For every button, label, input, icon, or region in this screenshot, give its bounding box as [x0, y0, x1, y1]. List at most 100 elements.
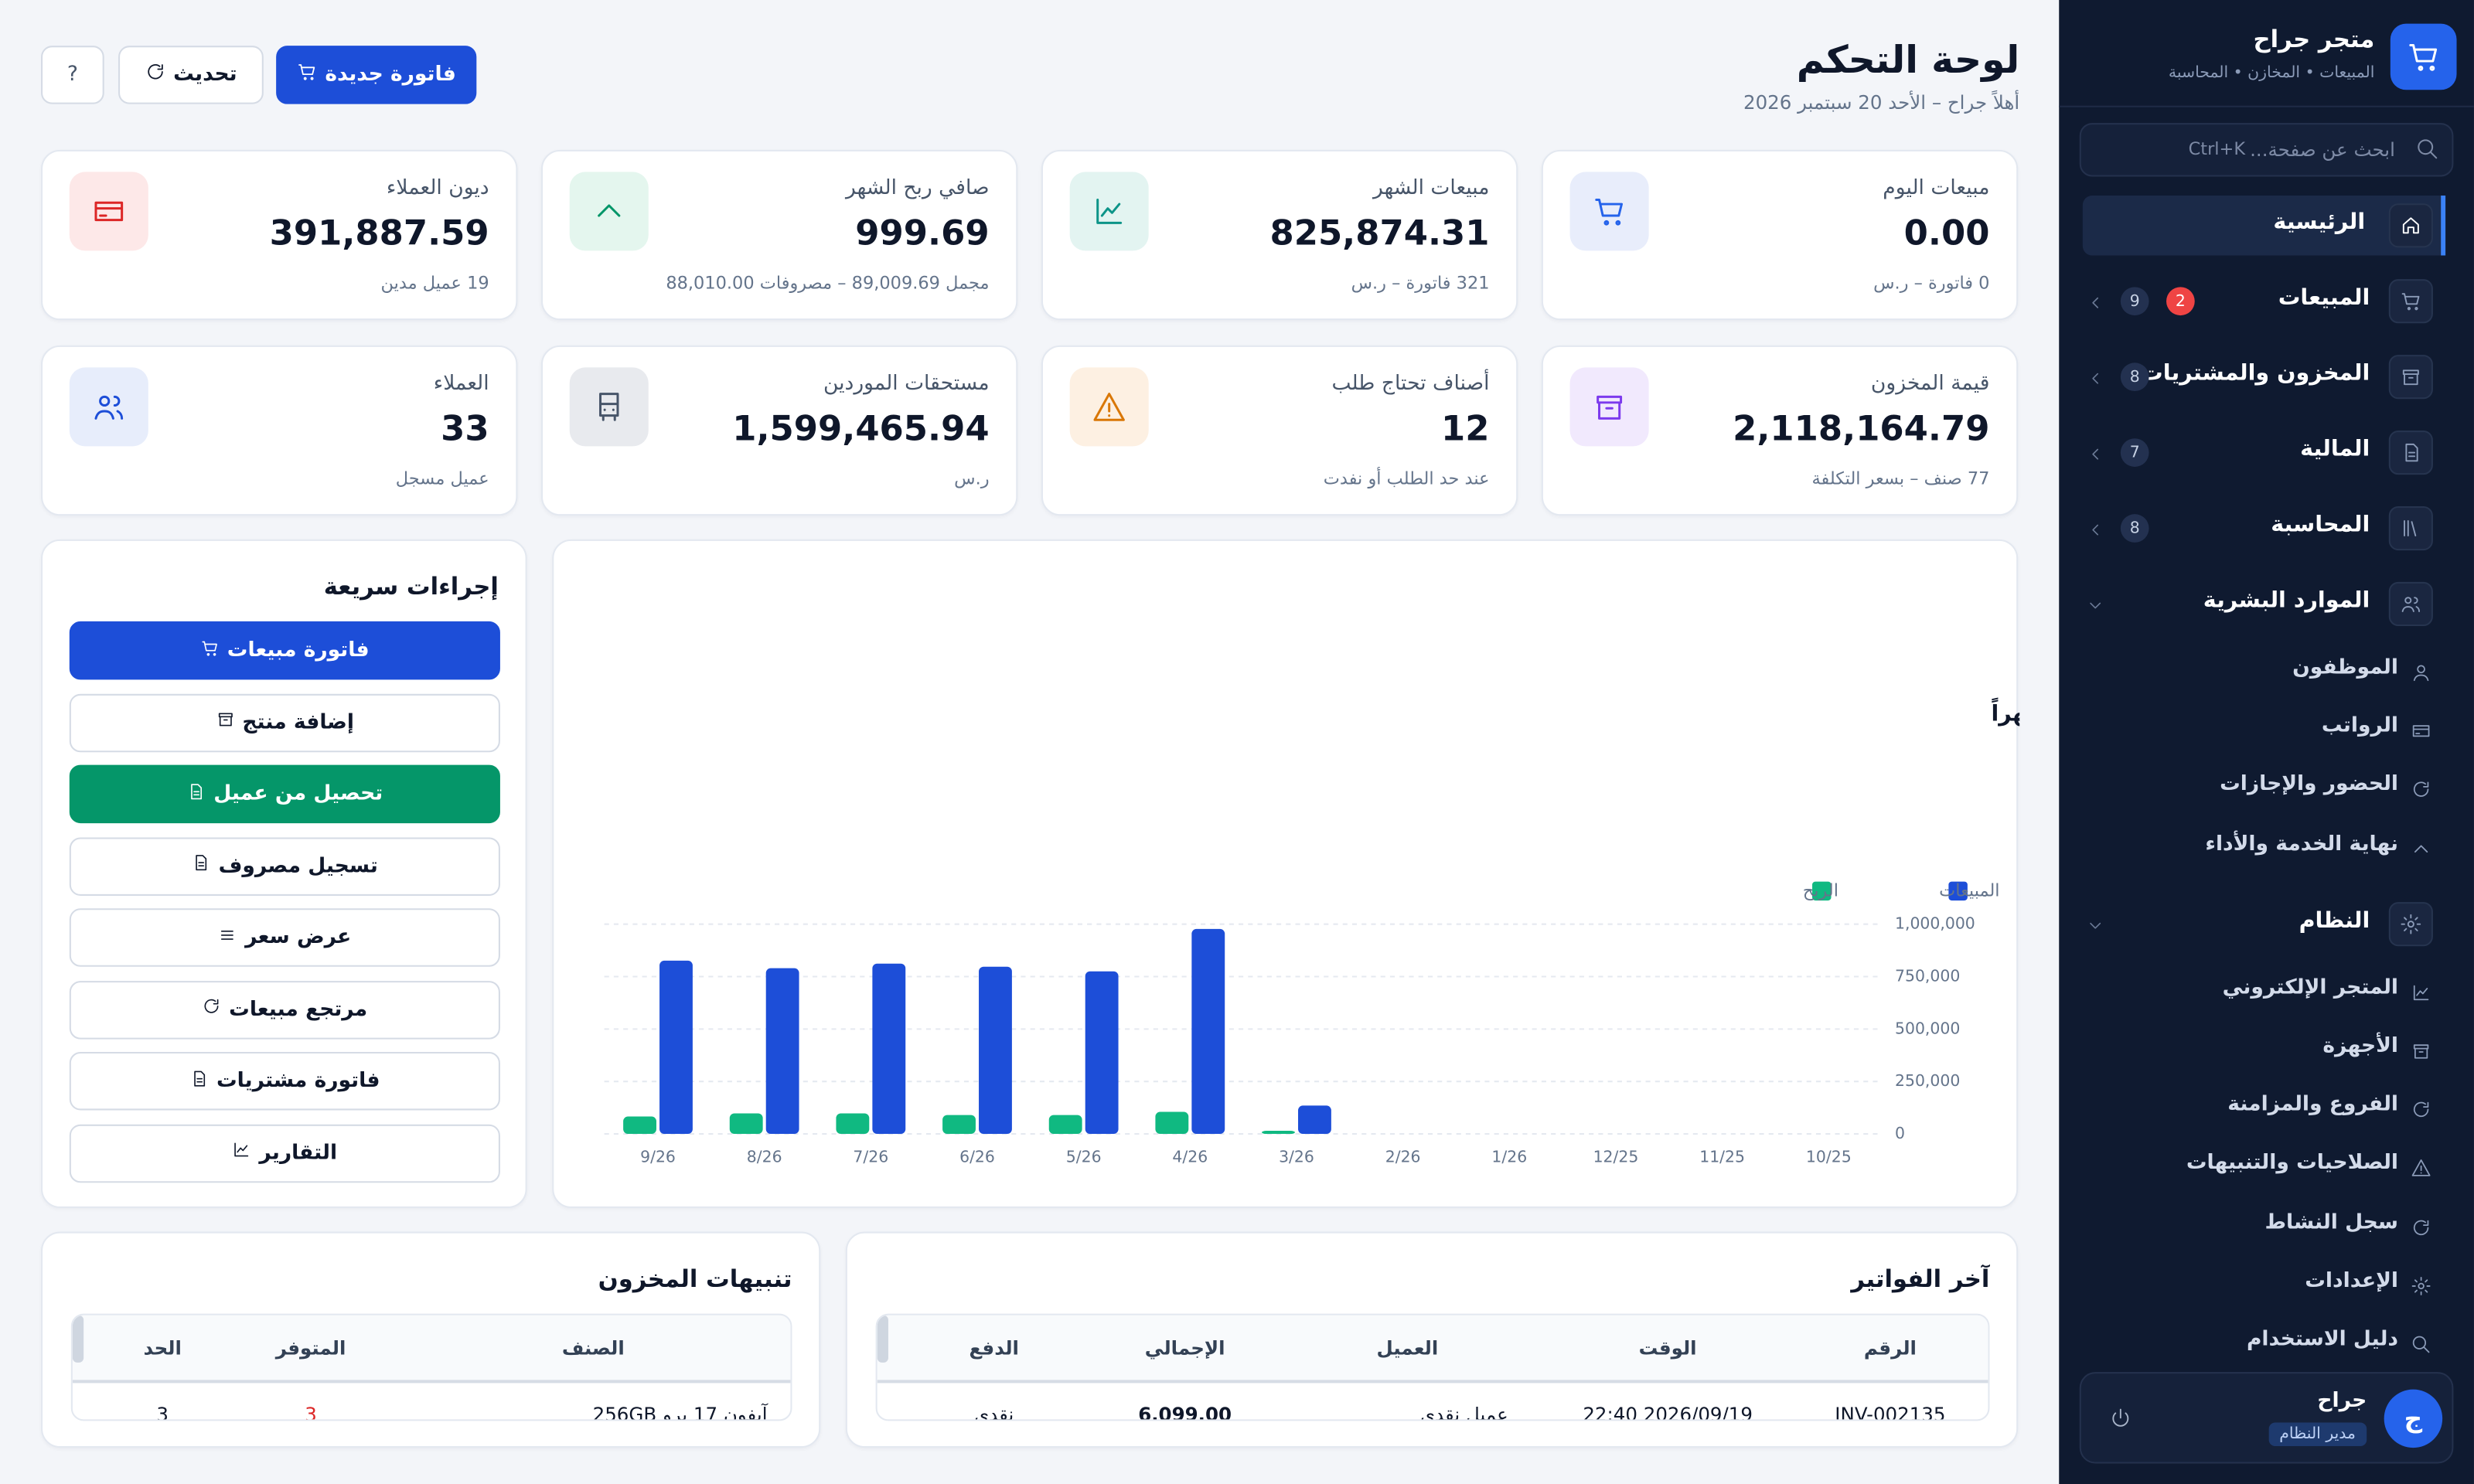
- quick-action-button[interactable]: مرتجع مبيعات: [69, 980, 500, 1039]
- table-cell: عميل نقدي: [1419, 1403, 1508, 1421]
- icon-part: [234, 1142, 249, 1157]
- nav-subitem[interactable]: الأجهزة: [2083, 1025, 2445, 1072]
- table: الصنف المتوفر الحد آيفون 17 برو 256GB 3 3: [70, 1313, 792, 1421]
- table-cell: 6,099.00: [1138, 1403, 1232, 1421]
- nav-subitem[interactable]: الموظفون: [2083, 647, 2445, 694]
- icon-part: [94, 201, 124, 222]
- icon-part: [2414, 844, 2428, 853]
- nav-subitem[interactable]: نهاية الخدمة والأداء: [2083, 822, 2445, 870]
- nav-count: 8: [2120, 362, 2149, 392]
- quick-action-button[interactable]: عرض سعر: [69, 908, 500, 967]
- icon-part: [599, 393, 619, 421]
- nav-item[interactable]: الموارد البشرية: [2083, 574, 2445, 635]
- quick-action-button[interactable]: فاتورة مبيعات: [69, 621, 500, 680]
- x-tick-label: 10/25: [1806, 1148, 1852, 1166]
- icon-part: [2413, 665, 2429, 682]
- nav-item[interactable]: المخزون والمشتريات 8: [2083, 347, 2445, 407]
- stat-card: مبيعات اليوم 0.00 0 فاتورة – ر.س: [1541, 149, 2019, 321]
- button-label: مرتجع مبيعات: [229, 997, 368, 1022]
- search-box[interactable]: ابحث عن صفحة... Ctrl+K: [2079, 123, 2454, 177]
- quick-action-button[interactable]: التقارير: [69, 1123, 500, 1183]
- help-button[interactable]: ?: [41, 46, 104, 104]
- subitem-label: الموظفون: [2292, 655, 2399, 680]
- nav-item[interactable]: المحاسبة 8: [2083, 499, 2445, 559]
- stat-label: العملاء: [433, 372, 489, 397]
- quick-action-button[interactable]: تسجيل مصروف: [69, 836, 500, 895]
- quick-action-button[interactable]: إضافة منتج: [69, 693, 500, 752]
- stat-sub: 0 فاتورة – ر.س: [1873, 272, 1990, 294]
- icon-part: [2412, 725, 2430, 737]
- nav-item[interactable]: المالية 7: [2083, 423, 2445, 483]
- y-tick-label: 500,000: [1895, 1019, 1960, 1037]
- icon-part: [217, 713, 232, 727]
- icon-part: [2112, 1408, 2129, 1427]
- nav-subitem[interactable]: الصلاحيات والتنبيهات: [2083, 1142, 2445, 1190]
- logout-button[interactable]: [2110, 1405, 2132, 1435]
- nav-item[interactable]: المبيعات 9 2: [2083, 271, 2445, 332]
- nav-chevron: [2086, 516, 2104, 546]
- nav-item[interactable]: النظام: [2083, 893, 2445, 954]
- stat-value: 1,599,465.94: [732, 410, 990, 450]
- icon-part: [2411, 1276, 2431, 1295]
- nav-subitem[interactable]: الرواتب: [2083, 705, 2445, 752]
- refresh-button[interactable]: تحديث: [118, 46, 264, 104]
- icon-part: [1096, 198, 1123, 224]
- nav-subitem[interactable]: المتجر الإلكتروني: [2083, 966, 2445, 1013]
- stat-label: أصناف تحتاج طلب: [1331, 372, 1490, 397]
- icon-part: [1096, 198, 1123, 224]
- stat-value: 999.69: [855, 214, 990, 254]
- button-icon: [202, 997, 220, 1023]
- bar: [1048, 1115, 1082, 1135]
- y-tick-label: 250,000: [1895, 1071, 1960, 1090]
- nav-icon: [2388, 901, 2433, 946]
- stat-card: صافي ربح الشهر 999.69 مجمل 89,009.69 – مصر…: [540, 149, 1018, 321]
- x-tick-label: 4/26: [1172, 1148, 1208, 1166]
- scrollbar: [877, 1315, 888, 1363]
- bar: [1298, 1105, 1331, 1135]
- quick-action-button[interactable]: فاتورة مشتريات: [69, 1051, 500, 1111]
- nav-subitem[interactable]: سجل النشاط: [2083, 1201, 2445, 1248]
- brand-title: متجر جراح: [2253, 25, 2375, 54]
- icon-part: [147, 64, 163, 80]
- icon-part: [202, 640, 217, 655]
- divider: [2059, 105, 2474, 107]
- user-role: مدير النظام: [2268, 1422, 2367, 1447]
- stat-card: أصناف تحتاج طلب 12 عند حد الطلب أو نفدت: [1041, 345, 1518, 516]
- button-label: فاتورة مشتريات: [216, 1069, 380, 1093]
- nav-subitem[interactable]: الإعدادات: [2083, 1260, 2445, 1307]
- stat-card: مستحقات الموردين 1,599,465.94 ر.س: [540, 345, 1018, 516]
- button-label: التقارير: [259, 1141, 338, 1165]
- nav-icon: [2388, 581, 2433, 627]
- bar: [659, 960, 693, 1135]
- button-icon: [218, 925, 237, 951]
- nav-subitem[interactable]: الحضور والإجازات: [2083, 764, 2445, 811]
- subitem-icon: [2411, 1096, 2431, 1126]
- nav-subitem[interactable]: الفروع والمزامنة: [2083, 1084, 2445, 1131]
- icon-part: [2413, 1102, 2429, 1118]
- quick-action-button[interactable]: تحصيل من عميل: [69, 764, 500, 824]
- icon-part: [2112, 1408, 2129, 1427]
- nav-icon: [2388, 505, 2433, 551]
- nav-subitem[interactable]: دليل الاستخدام: [2083, 1319, 2445, 1366]
- chart: المبيعات والأرباح – آخر 12 شهراً 0 250,000…: [604, 697, 2019, 1166]
- icon-part: [2413, 665, 2429, 682]
- column-header: الرقم: [1863, 1337, 1917, 1360]
- stat-value: 0.00: [1903, 214, 1990, 254]
- icon-part: [191, 783, 203, 799]
- icon-part: [2090, 602, 2101, 609]
- icon-part: [94, 395, 124, 420]
- new-invoice-button[interactable]: فاتورة جديدة: [276, 46, 477, 104]
- table-header: [877, 1315, 1988, 1384]
- nav-item[interactable]: الرئيسية: [2082, 196, 2446, 256]
- nav-label: المالية: [2300, 437, 2370, 462]
- search-placeholder: ابحث عن صفحة...: [2250, 138, 2395, 162]
- icon-part: [202, 640, 217, 655]
- nav-icon: [2388, 203, 2433, 248]
- stat-sub: 321 فاتورة – ر.س: [1351, 272, 1490, 294]
- icon-part: [147, 64, 163, 80]
- stat-card: مبيعات الشهر 825,874.31 321 فاتورة – ر.س: [1041, 149, 1518, 321]
- icon-part: [194, 1070, 206, 1086]
- subitem-label: الحضور والإجازات: [2220, 773, 2399, 798]
